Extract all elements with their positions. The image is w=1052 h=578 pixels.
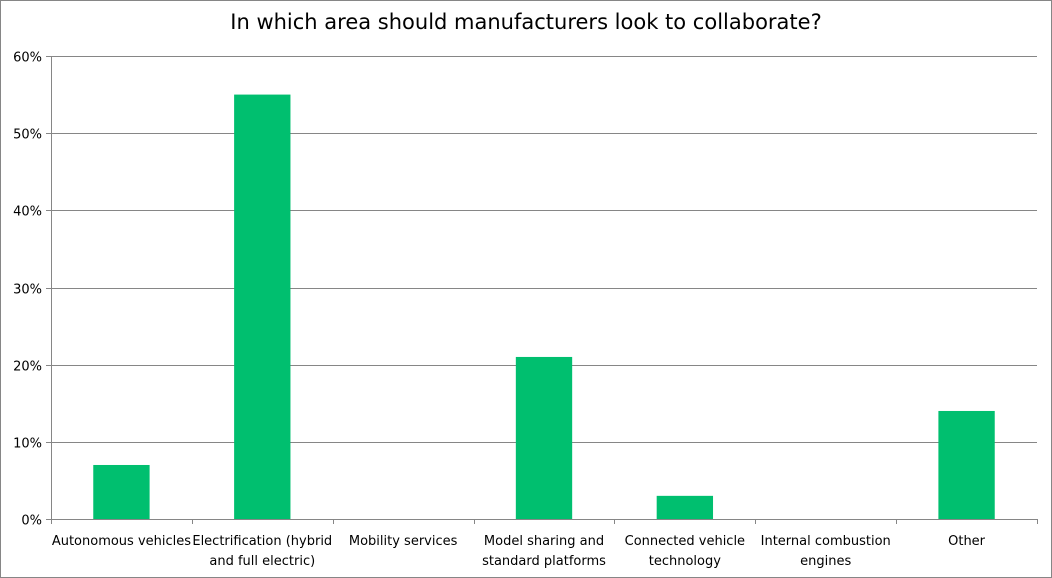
x-category-label: Electrification (hybrid (192, 534, 332, 549)
x-category-label: Model sharing and (484, 534, 604, 549)
x-category-label: Other (948, 534, 986, 549)
chart-title: In which area should manufacturers look … (230, 10, 822, 34)
x-category-label: engines (800, 554, 851, 569)
x-category-label: Mobility services (349, 534, 458, 549)
x-category-label: and full electric) (209, 554, 315, 569)
bar (515, 356, 573, 519)
x-category-label: technology (649, 554, 721, 569)
x-category-label: Internal combustion (761, 534, 891, 549)
y-tick-label: 60% (13, 51, 42, 66)
bar (656, 495, 714, 519)
y-tick-label: 30% (13, 283, 42, 298)
y-tick-label: 20% (13, 360, 42, 375)
y-tick-label: 0% (21, 514, 42, 529)
y-tick-label: 10% (13, 437, 42, 452)
bar (938, 410, 995, 519)
x-category-label: standard platforms (482, 554, 606, 569)
bar (234, 94, 291, 519)
x-category-label: Connected vehicle (625, 534, 745, 549)
y-tick-label: 50% (13, 128, 42, 143)
x-category-label: Autonomous vehicles (52, 534, 191, 549)
y-tick-label: 40% (13, 205, 42, 220)
bar (93, 464, 150, 519)
